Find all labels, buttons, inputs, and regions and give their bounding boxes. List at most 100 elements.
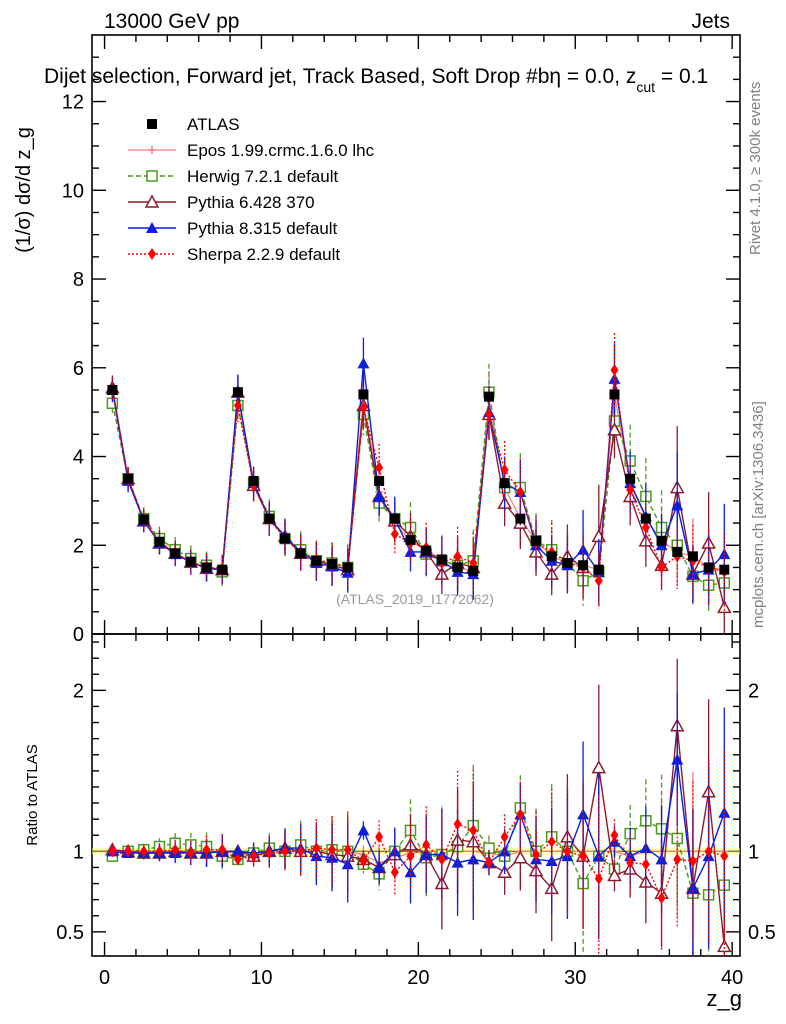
point-atlas <box>515 513 526 524</box>
point-atlas <box>593 564 604 575</box>
legend-label-epos: Epos 1.99.crmc.1.6.0 lhc <box>187 141 375 160</box>
ratio-ytick-label: 2 <box>73 680 84 702</box>
ratio-point-sherpa <box>218 843 227 856</box>
ratio-point-sherpa <box>375 830 384 843</box>
ratio-point-pythia8 <box>357 824 370 836</box>
point-atlas <box>295 548 306 559</box>
ratio-point-sherpa <box>641 858 650 871</box>
point-atlas <box>123 473 134 484</box>
ratio-series-sherpa <box>108 750 729 956</box>
legend-label-pythia8: Pythia 8.315 default <box>187 219 338 238</box>
point-sherpa <box>641 521 650 534</box>
ratio-point-sherpa <box>579 850 588 863</box>
title-end: = 0.1 <box>655 65 708 88</box>
legend-label-sherpa: Sherpa 2.2.9 default <box>187 245 340 264</box>
ratio-ytick-label-right: 1 <box>748 841 759 863</box>
point-sherpa <box>484 408 493 421</box>
point-atlas <box>483 391 494 402</box>
xtick-label: 30 <box>564 967 586 989</box>
header-jets: Jets <box>691 10 730 33</box>
title-eta: η = 0.0, z <box>549 65 636 88</box>
ratio-point-pythia8 <box>388 845 401 857</box>
point-atlas <box>154 536 165 547</box>
main-plot: 0 2 4 6 8 10 12 (ATLAS_2019_I1772062) ATLAS Epo… <box>13 34 741 646</box>
ratio-point-sherpa <box>688 855 697 868</box>
ratio-series-pythia8 <box>106 692 731 956</box>
main-ytick-label: 12 <box>62 92 84 114</box>
point-atlas <box>138 514 149 525</box>
ratio-point-pythia8 <box>671 753 684 765</box>
point-atlas <box>405 534 416 545</box>
xtick-label: 0 <box>99 967 110 989</box>
point-atlas <box>499 478 510 489</box>
ratio-point-sherpa <box>124 845 133 858</box>
mcplots-label: mcplots.cern.ch [arXiv:1306.3436] <box>750 401 767 628</box>
ratio-point-pythia8 <box>686 882 699 894</box>
point-sherpa <box>359 401 368 414</box>
point-pythia6 <box>607 422 622 436</box>
point-pythia8 <box>671 499 684 511</box>
ratio-point-sherpa <box>626 856 635 869</box>
point-sherpa <box>626 483 635 496</box>
ratio-point-sherpa <box>594 872 603 885</box>
legend-marker-pythia8 <box>146 222 158 233</box>
legend-entry-herwig: Herwig 7.2.1 default <box>128 167 338 186</box>
ratio-point-pythia8 <box>404 866 417 878</box>
point-atlas <box>389 513 400 524</box>
legend-marker-atlas <box>147 119 157 129</box>
legend-label-pythia6: Pythia 6.428 370 <box>187 193 315 212</box>
point-sherpa <box>375 461 384 474</box>
point-atlas <box>421 545 432 556</box>
point-pythia8 <box>373 490 386 502</box>
ratio-point-pythia6 <box>591 760 607 774</box>
ratio-point-pythia8 <box>373 861 386 873</box>
point-atlas <box>374 475 385 486</box>
ratio-point-sherpa <box>469 824 478 837</box>
ratio-point-sherpa <box>155 845 164 858</box>
ratio-point-pythia8 <box>655 853 668 865</box>
ratio-point-sherpa <box>139 845 148 858</box>
legend-entry-pythia6: Pythia 6.428 370 <box>128 193 315 212</box>
watermark: (ATLAS_2019_I1772062) <box>336 591 494 607</box>
point-pythia6 <box>717 599 732 614</box>
ratio-point-sherpa <box>673 853 682 866</box>
point-atlas <box>248 475 259 486</box>
legend-marker-epos <box>148 146 156 154</box>
legend-entry-epos: Epos 1.99.crmc.1.6.0 lhc <box>128 141 375 160</box>
ratio-point-pythia6 <box>607 867 622 882</box>
point-atlas <box>562 558 573 569</box>
point-pythia8 <box>357 357 370 369</box>
point-atlas <box>609 389 620 400</box>
ratio-point-sherpa <box>657 892 666 905</box>
ratio-point-sherpa <box>547 835 556 848</box>
point-sherpa <box>516 486 525 499</box>
ratio-point-sherpa <box>171 843 180 856</box>
ratio-series-pythia6 <box>105 658 732 956</box>
ratio-frame <box>91 633 741 957</box>
ratio-point-sherpa <box>343 843 352 856</box>
ratio-point-sherpa <box>296 845 305 858</box>
main-ytick-label: 4 <box>73 447 84 469</box>
rivet-label: Rivet 4.1.0, ≥ 300k events <box>747 82 764 255</box>
ratio-point-sherpa <box>610 829 619 842</box>
ratio-point-sherpa <box>280 845 289 858</box>
ratio-point-pythia6 <box>717 938 732 953</box>
point-sherpa <box>657 561 666 574</box>
xtick-label: 20 <box>407 967 429 989</box>
legend-marker-herwig <box>146 170 158 182</box>
ratio-point-sherpa <box>500 830 509 843</box>
legend: ATLAS Epos 1.99.crmc.1.6.0 lhc Herwig 7.2.… <box>128 115 375 264</box>
ratio-point-sherpa <box>186 846 195 859</box>
ratio-point-sherpa <box>202 843 211 856</box>
legend-entry-atlas: ATLAS <box>147 115 240 134</box>
ratio-point-pythia8 <box>545 855 558 867</box>
ratio-ylabel: Ratio to ATLAS <box>24 744 41 845</box>
point-atlas <box>531 535 542 546</box>
ratio-point-sherpa <box>720 850 729 863</box>
main-axes: 0 2 4 6 8 10 12 <box>62 35 740 646</box>
ratio-line-herwig <box>112 805 725 896</box>
legend-entry-sherpa: Sherpa 2.2.9 default <box>128 245 340 264</box>
point-atlas <box>468 565 479 576</box>
point-atlas <box>546 551 557 562</box>
